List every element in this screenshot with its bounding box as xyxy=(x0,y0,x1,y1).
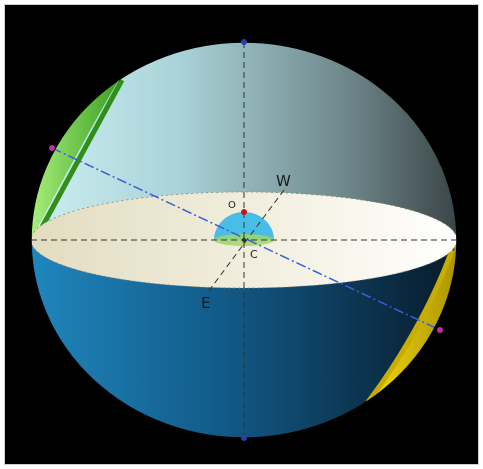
center-marker xyxy=(242,238,246,242)
yellow-band-edge xyxy=(366,249,455,404)
nadir-marker xyxy=(241,435,247,441)
west-label: W xyxy=(276,172,291,190)
south-pole-marker xyxy=(437,327,443,333)
east-west-line xyxy=(207,189,285,293)
observer-marker xyxy=(241,209,247,215)
observer-label: O xyxy=(228,200,236,211)
north-pole-marker xyxy=(49,145,55,151)
lower-hemisphere xyxy=(31,240,457,438)
green-band-edge xyxy=(32,78,125,240)
zenith-marker xyxy=(241,39,247,45)
east-label: E xyxy=(201,294,210,312)
center-label: C xyxy=(250,248,258,261)
upper-hemisphere xyxy=(31,42,457,240)
